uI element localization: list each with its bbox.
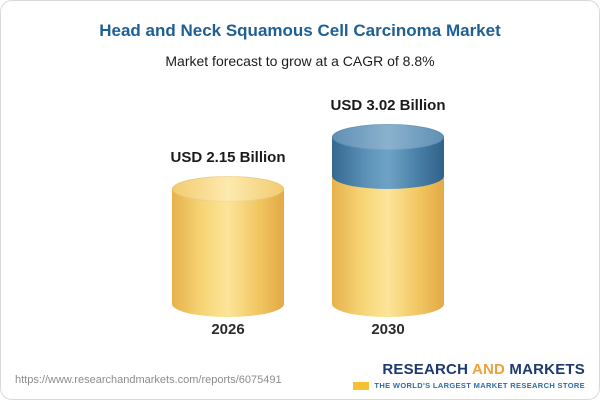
bar-2030 [332,124,444,317]
value-label-2026: USD 2.15 Billion [170,149,286,166]
bar-2026-top-cap [172,176,284,202]
bar-2026-body [172,189,284,304]
bar-2026-bottom-rim [172,291,284,317]
research-and-markets-logo: RESEARCH AND MARKETS THE WORLD'S LARGEST… [353,361,585,390]
value-label-2030: USD 3.02 Billion [330,97,446,114]
bar-2030-top-cap [332,124,444,150]
chart-title: Head and Neck Squamous Cell Carcinoma Ma… [99,21,501,40]
bar-2030-growth-bottom-rim [332,163,444,189]
bar-2030-bottom-rim [332,291,444,317]
logo-tagline-row: THE WORLD'S LARGEST MARKET RESEARCH STOR… [353,381,585,390]
bar-2030-growth-segment [332,124,444,189]
category-label-2026: 2026 [211,321,245,338]
report-url: https://www.researchandmarkets.com/repor… [15,374,282,386]
bar-2026 [172,176,284,317]
chart-subtitle: Market forecast to grow at a CAGR of 8.8… [165,53,435,69]
logo-word-and: AND [471,361,506,378]
category-label-2030: 2030 [371,321,405,338]
logo-word-markets: MARKETS [509,361,585,378]
logo-wordmark: RESEARCH AND MARKETS [353,361,585,378]
logo-word-research: RESEARCH [382,361,469,378]
logo-tagline: THE WORLD'S LARGEST MARKET RESEARCH STOR… [374,381,585,390]
logo-gold-bar [353,381,370,390]
